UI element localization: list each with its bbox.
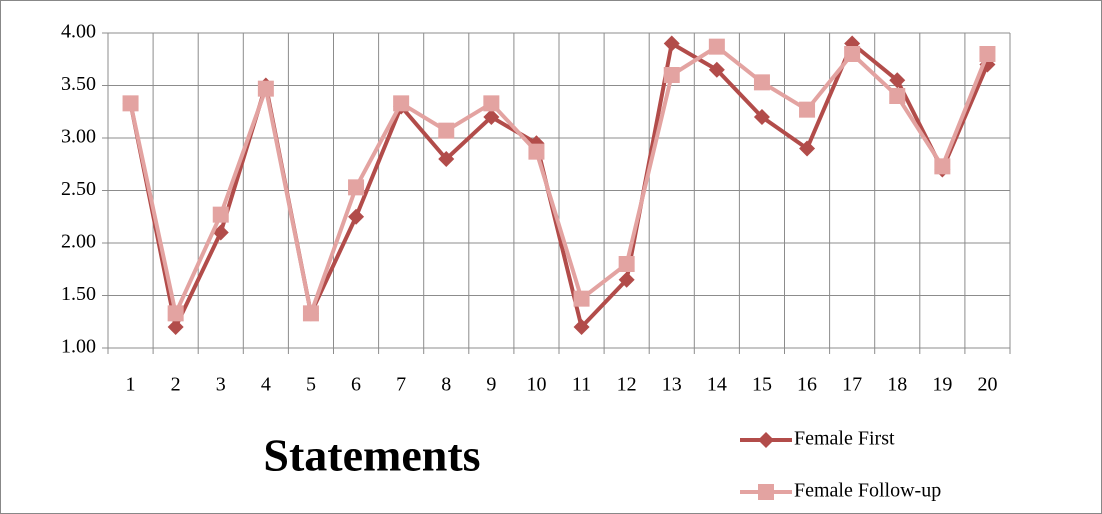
y-tick-label: 1.00	[61, 336, 96, 358]
x-tick-label: 12	[617, 374, 637, 396]
x-tick-label: 7	[396, 374, 406, 396]
y-tick-label: 4.00	[61, 21, 96, 43]
y-tick-label: 2.50	[61, 178, 96, 200]
point	[844, 46, 861, 62]
x-tick-label: 6	[351, 374, 361, 396]
x-tick-label: 14	[707, 374, 727, 396]
point	[618, 271, 635, 288]
point	[438, 151, 455, 167]
x-tick-label: 20	[977, 374, 997, 396]
point	[483, 95, 500, 112]
x-axis-label: Statements	[263, 430, 480, 481]
x-tick-label: 18	[887, 374, 907, 396]
point	[889, 72, 906, 89]
x-tick-label: 1	[126, 374, 136, 396]
point	[573, 319, 590, 335]
point	[618, 256, 635, 272]
x-tick-label: 5	[306, 374, 316, 396]
legend-label: Female First	[794, 428, 895, 450]
y-tick-label: 1.50	[61, 283, 96, 305]
point	[212, 206, 229, 223]
x-tick-label: 9	[486, 374, 496, 396]
point	[483, 109, 500, 125]
point	[302, 305, 319, 322]
x-tick-label: 17	[842, 374, 862, 396]
point	[799, 101, 816, 118]
point	[167, 319, 184, 335]
x-tick-label: 11	[572, 374, 591, 396]
series-line	[128, 44, 990, 316]
point	[573, 290, 590, 307]
x-tick-label: 3	[216, 374, 226, 396]
point	[393, 95, 410, 112]
point	[528, 143, 545, 160]
point	[663, 35, 680, 52]
point	[663, 67, 680, 83]
point	[348, 208, 365, 225]
point	[212, 224, 229, 241]
point	[979, 46, 996, 62]
x-tick-label: 13	[662, 374, 682, 396]
point	[438, 122, 455, 139]
x-tick-label: 15	[752, 374, 772, 396]
y-tick-label: 2.00	[61, 231, 96, 253]
x-tick-label: 16	[797, 374, 817, 396]
point	[758, 432, 774, 448]
legend-label: Female Follow-up	[794, 480, 941, 502]
point	[799, 140, 816, 157]
point	[934, 158, 951, 175]
y-tick-label: 3.50	[61, 73, 96, 95]
point	[167, 305, 184, 322]
point	[708, 38, 725, 55]
x-tick-label: 4	[261, 374, 271, 396]
point	[889, 88, 906, 104]
x-tick-label: 19	[932, 374, 952, 396]
point	[348, 179, 365, 196]
x-tick-label: 10	[526, 374, 546, 396]
point	[257, 80, 274, 97]
point	[753, 74, 770, 91]
x-tick-label: 2	[171, 374, 181, 396]
point	[753, 109, 770, 125]
point	[122, 95, 139, 112]
x-tick-label: 8	[441, 374, 451, 396]
point	[708, 61, 725, 78]
point	[758, 484, 774, 500]
y-tick-label: 3.00	[61, 126, 96, 148]
